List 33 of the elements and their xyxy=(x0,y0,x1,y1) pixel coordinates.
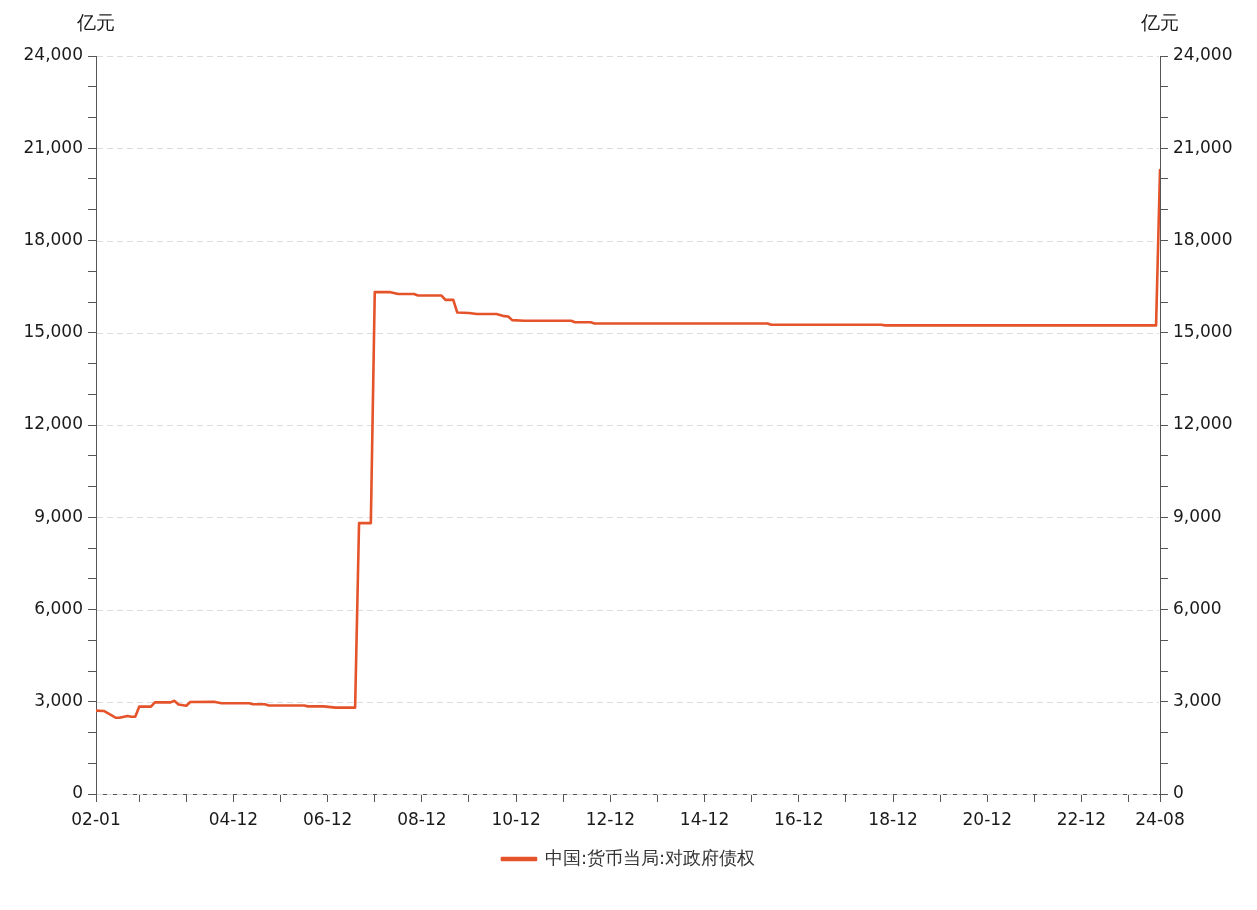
x-tick-label: 12-12 xyxy=(585,808,636,829)
y-tick-label: 18,000 xyxy=(23,228,83,249)
y-axis-title: 亿元 xyxy=(76,10,115,33)
y2-tick-label: 6,000 xyxy=(1173,597,1222,618)
y-tick-label: 9,000 xyxy=(34,505,83,526)
x-tick-label: 10-12 xyxy=(491,808,541,829)
y-tick-label: 21,000 xyxy=(23,136,83,157)
x-tick-label: 02-01 xyxy=(71,808,121,829)
x-tick-label: 22-12 xyxy=(1056,808,1107,829)
y2-tick-label: 0 xyxy=(1173,782,1184,803)
x-tick-label: 14-12 xyxy=(679,808,730,829)
y-tick-label: 3,000 xyxy=(34,690,83,711)
y-tick-label: 6,000 xyxy=(34,597,83,618)
y-tick-label: 12,000 xyxy=(23,413,83,434)
x-tick-label: 06-12 xyxy=(302,808,353,829)
y2-tick-label: 15,000 xyxy=(1173,321,1233,342)
y2-tick-label: 21,000 xyxy=(1173,136,1233,157)
y2-tick-label: 24,000 xyxy=(1173,44,1233,65)
y-tick-label: 15,000 xyxy=(23,321,83,342)
y2-axis-title: 亿元 xyxy=(1140,10,1179,33)
y-tick-label: 24,000 xyxy=(23,44,83,65)
y2-tick-label: 9,000 xyxy=(1173,505,1222,526)
y2-tick-label: 12,000 xyxy=(1173,413,1233,434)
x-tick-label: 18-12 xyxy=(868,808,918,829)
y-tick-label: 0 xyxy=(72,782,83,803)
x-tick-label: 24-08 xyxy=(1135,808,1185,829)
y2-tick-label: 3,000 xyxy=(1173,690,1222,711)
x-tick-label: 20-12 xyxy=(962,808,1012,829)
x-tick-label: 04-12 xyxy=(208,808,259,829)
x-tick-label: 16-12 xyxy=(774,808,824,829)
x-tick-label: 08-12 xyxy=(397,808,447,829)
y2-tick-label: 18,000 xyxy=(1173,228,1233,249)
legend-label: 中国:货币当局:对政府债权 xyxy=(544,846,756,868)
